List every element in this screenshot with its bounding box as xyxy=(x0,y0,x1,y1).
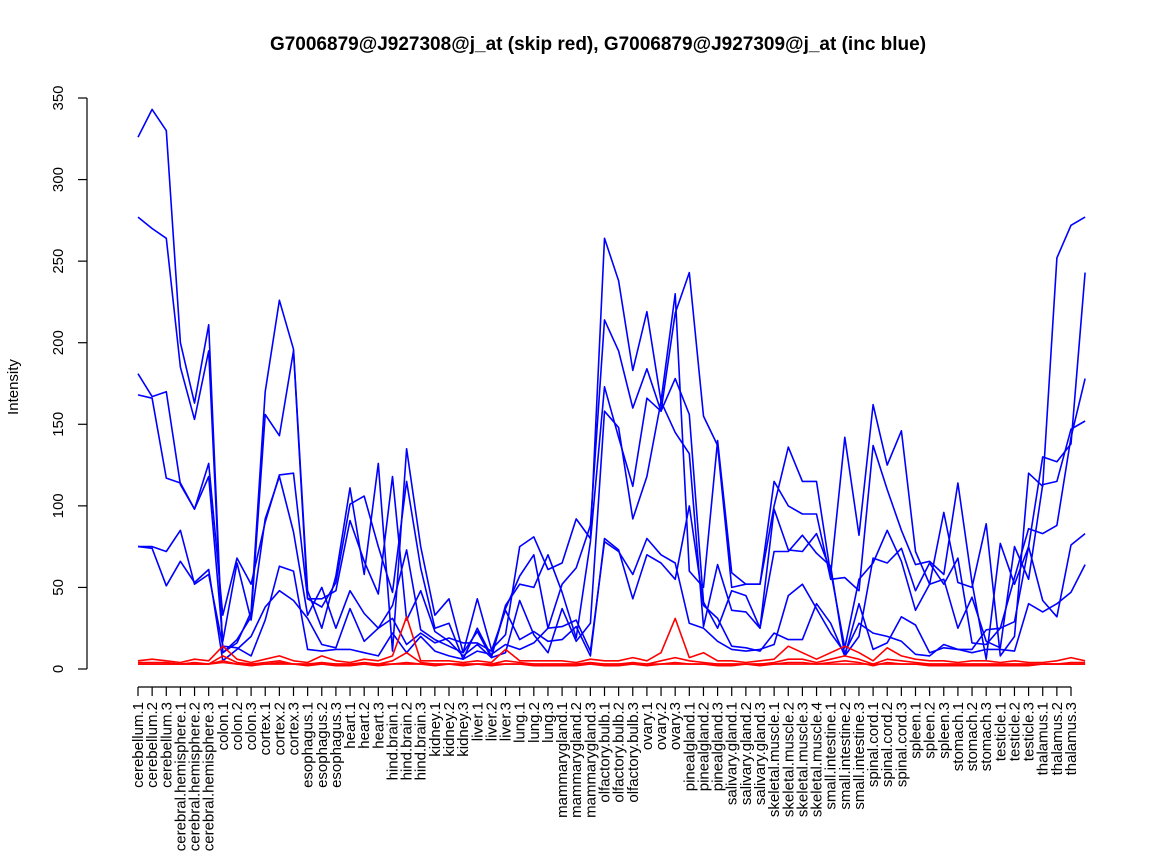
x-tick-label: skeletal.muscle.2 xyxy=(780,702,797,817)
y-tick-label: 150 xyxy=(50,412,67,437)
x-tick-label: spleen.1 xyxy=(908,702,925,759)
x-tick-label: mammarygland.2 xyxy=(568,702,585,818)
y-axis-label: Intensity xyxy=(5,359,22,415)
series-line xyxy=(138,661,1086,665)
x-tick-label: lung.2 xyxy=(526,702,543,743)
x-tick-label: spinal.cord.1 xyxy=(865,702,882,787)
x-tick-label: spleen.3 xyxy=(936,702,953,759)
x-tick-label: hind.brain.1 xyxy=(384,702,401,780)
series-line xyxy=(137,505,1086,662)
x-tick-label: cortex.3 xyxy=(286,702,303,755)
y-tick-label: 100 xyxy=(50,493,67,518)
x-tick-label: heart.2 xyxy=(356,702,373,749)
y-tick-label: 0 xyxy=(50,665,67,673)
x-tick-label: esophagus.1 xyxy=(300,702,317,788)
x-tick-label: liver.1 xyxy=(469,702,486,741)
series-line xyxy=(137,216,1086,661)
series-lines xyxy=(137,108,1086,667)
x-tick-label: cerebellum.3 xyxy=(158,702,175,788)
x-tick-label: cerebral.hemisphere.2 xyxy=(187,702,204,851)
x-tick-label: ovary.2 xyxy=(653,702,670,750)
y-tick-label: 250 xyxy=(50,249,67,274)
x-tick-label: cerebellum.2 xyxy=(144,702,161,788)
x-tick-label: olfactory.bulb.2 xyxy=(611,702,628,803)
x-tick-label: kidney.3 xyxy=(455,702,472,757)
x-tick-label: hind.brain.3 xyxy=(413,702,430,780)
series-line xyxy=(138,529,1086,661)
chart-title: G7006879@J927308@j_at (skip red), G70068… xyxy=(270,34,926,55)
x-tick-label: skeletal.muscle.1 xyxy=(766,702,783,817)
x-tick-label: stomach.1 xyxy=(950,702,967,771)
x-tick-label: ovary.1 xyxy=(639,702,656,750)
x-tick-label: pinealgland.1 xyxy=(681,702,698,791)
series-line xyxy=(137,378,1086,659)
y-tick-label: 50 xyxy=(50,579,67,596)
x-tick-label: hind.brain.2 xyxy=(399,702,416,780)
x-tick-label: esophagus.3 xyxy=(328,702,345,788)
x-tick-label: cerebellum.1 xyxy=(130,702,147,788)
x-tick-label: spinal.cord.2 xyxy=(879,702,896,787)
x-axis: cerebellum.1cerebellum.2cerebellum.3cere… xyxy=(130,686,1080,851)
x-tick-label: cortex.1 xyxy=(257,702,274,755)
y-axis: 0 50 100 150 200 250 300 350 xyxy=(50,85,88,673)
x-tick-label: testicle.3 xyxy=(1021,702,1038,761)
x-tick-label: kidney.1 xyxy=(427,702,444,757)
series-line xyxy=(137,373,1086,659)
x-tick-label: thalamus.1 xyxy=(1035,702,1052,775)
x-tick-label: testicle.1 xyxy=(992,702,1009,761)
x-tick-label: stomach.3 xyxy=(978,702,995,771)
x-tick-label: lung.3 xyxy=(540,702,557,743)
x-tick-label: olfactory.bulb.3 xyxy=(625,702,642,803)
x-tick-label: liver.3 xyxy=(498,702,515,741)
x-tick-label: salivary.gland.3 xyxy=(752,702,769,805)
y-tick-label: 200 xyxy=(50,330,67,355)
x-tick-label: pinealgland.3 xyxy=(710,702,727,791)
x-tick-label: heart.3 xyxy=(370,702,387,749)
x-tick-label: small.intestine.2 xyxy=(837,702,854,810)
y-tick-label: 300 xyxy=(50,167,67,192)
x-tick-label: small.intestine.1 xyxy=(823,702,840,810)
series-line xyxy=(137,615,1086,664)
x-tick-label: stomach.2 xyxy=(964,702,981,771)
x-tick-label: testicle.2 xyxy=(1006,702,1023,761)
x-tick-label: ovary.3 xyxy=(667,702,684,750)
x-tick-label: mammarygland.1 xyxy=(554,702,571,818)
x-tick-label: liver.2 xyxy=(483,702,500,741)
x-tick-label: salivary.gland.2 xyxy=(738,702,755,805)
x-tick-label: small.intestine.3 xyxy=(851,702,868,810)
x-tick-label: colon.3 xyxy=(243,702,260,750)
x-tick-label: colon.1 xyxy=(215,702,232,750)
x-tick-label: salivary.gland.1 xyxy=(724,702,741,805)
x-tick-label: cerebral.hemisphere.1 xyxy=(172,702,189,851)
x-tick-label: thalamus.2 xyxy=(1049,702,1066,775)
x-tick-label: heart.1 xyxy=(342,702,359,749)
x-tick-label: spleen.2 xyxy=(922,702,939,759)
x-tick-label: skeletal.muscle.4 xyxy=(809,702,826,817)
x-tick-label: esophagus.2 xyxy=(314,702,331,788)
x-tick-label: thalamus.3 xyxy=(1063,702,1080,775)
x-tick-label: pinealgland.2 xyxy=(695,702,712,791)
x-tick-label: lung.1 xyxy=(512,702,529,743)
x-tick-label: mammarygland.3 xyxy=(582,702,599,818)
x-tick-label: cortex.2 xyxy=(271,702,288,755)
x-tick-label: olfactory.bulb.1 xyxy=(597,702,614,803)
x-tick-label: skeletal.muscle.3 xyxy=(794,702,811,817)
y-tick-label: 350 xyxy=(50,85,67,110)
x-tick-label: colon.2 xyxy=(229,702,246,750)
x-tick-label: cerebral.hemisphere.3 xyxy=(201,702,218,851)
x-tick-label: spinal.cord.3 xyxy=(893,702,910,787)
x-tick-label: kidney.2 xyxy=(441,702,458,757)
